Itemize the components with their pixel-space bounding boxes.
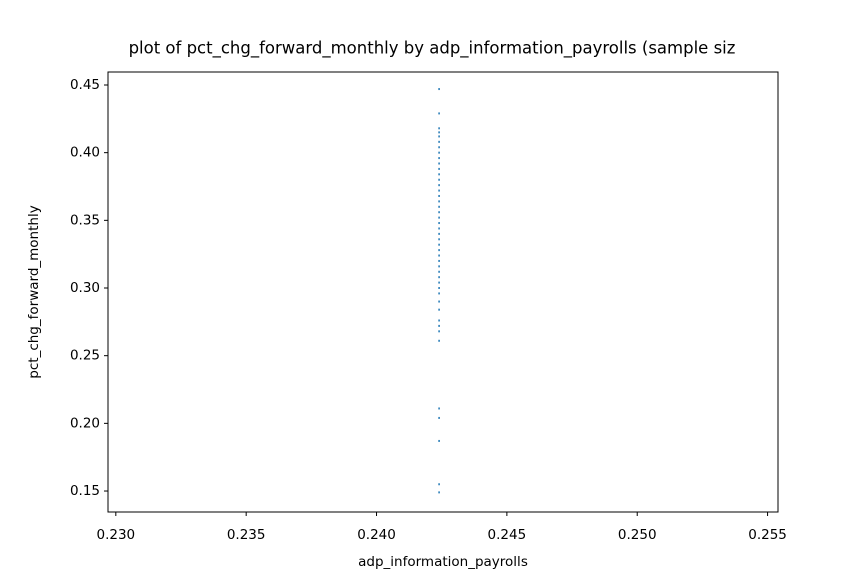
point — [438, 265, 440, 268]
point — [438, 200, 440, 203]
point — [438, 189, 440, 192]
x-tick-label: 0.245 — [488, 527, 527, 543]
point — [438, 216, 440, 219]
point — [438, 157, 440, 160]
point — [438, 135, 440, 138]
x-tick-label: 0.240 — [357, 527, 396, 543]
point — [438, 151, 440, 154]
point — [438, 319, 440, 322]
point — [438, 324, 440, 327]
point — [438, 194, 440, 197]
x-tick-label: 0.255 — [748, 527, 787, 543]
point — [438, 162, 440, 165]
point — [438, 205, 440, 208]
point — [438, 146, 440, 149]
point — [438, 88, 440, 91]
y-tick-label: 0.15 — [70, 483, 100, 499]
point — [438, 300, 440, 303]
point — [438, 112, 440, 115]
point — [438, 439, 440, 442]
point — [438, 270, 440, 273]
y-tick-label: 0.25 — [70, 348, 100, 364]
point — [438, 211, 440, 214]
point — [438, 249, 440, 252]
point — [438, 127, 440, 130]
point — [438, 339, 440, 342]
point — [438, 131, 440, 134]
x-tick-label: 0.235 — [227, 527, 266, 543]
point — [438, 292, 440, 295]
point — [438, 308, 440, 311]
y-tick-label: 0.35 — [70, 212, 100, 228]
point — [438, 330, 440, 333]
point — [438, 232, 440, 235]
y-tick-label: 0.45 — [70, 77, 100, 93]
x-tick-label: 0.230 — [96, 527, 135, 543]
point — [438, 416, 440, 419]
point — [438, 287, 440, 290]
y-axis-label: pct_chg_forward_monthly — [26, 205, 42, 378]
x-tick-label: 0.250 — [618, 527, 657, 543]
chart-title: plot of pct_chg_forward_monthly by adp_i… — [129, 39, 736, 59]
point — [438, 238, 440, 241]
point — [438, 167, 440, 170]
point — [438, 227, 440, 230]
y-tick-label: 0.20 — [70, 415, 100, 431]
point — [438, 407, 440, 410]
point — [438, 483, 440, 486]
point — [438, 491, 440, 494]
plot-frame — [107, 71, 779, 513]
point — [438, 259, 440, 262]
point — [438, 222, 440, 225]
point — [438, 178, 440, 181]
point — [438, 254, 440, 257]
x-axis-label: adp_information_payrolls — [358, 554, 528, 570]
point — [438, 173, 440, 176]
point — [438, 140, 440, 143]
point — [438, 184, 440, 187]
point — [438, 276, 440, 279]
point — [438, 281, 440, 284]
y-tick-label: 0.40 — [70, 145, 100, 161]
point — [438, 243, 440, 246]
y-tick-label: 0.30 — [70, 280, 100, 296]
